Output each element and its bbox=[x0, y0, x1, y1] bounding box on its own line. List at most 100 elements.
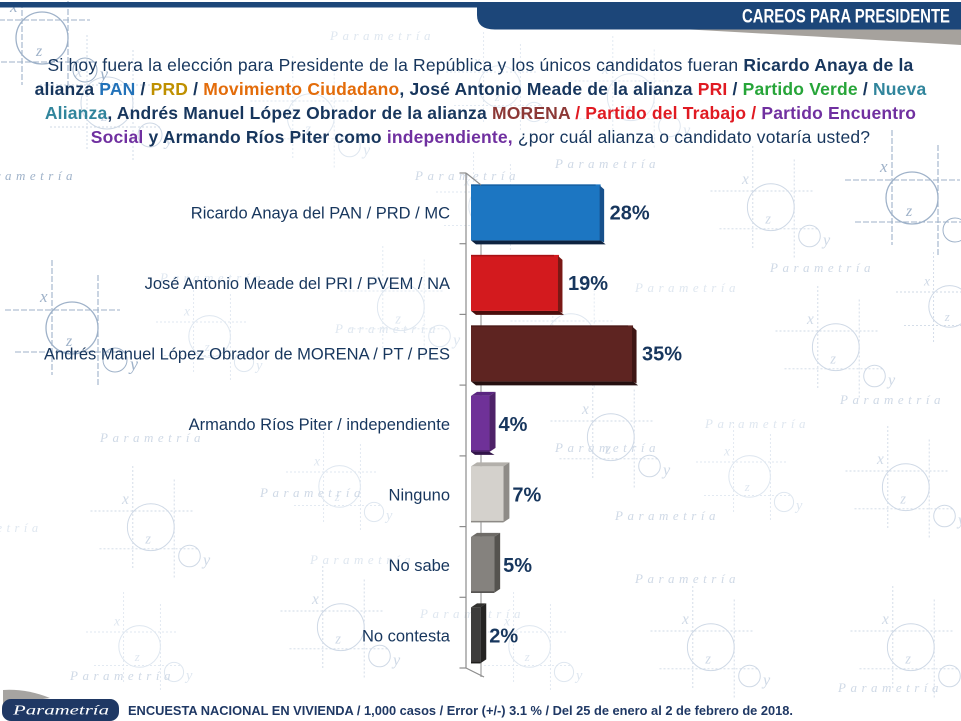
svg-text:Parametría: Parametría bbox=[334, 321, 440, 336]
svg-text:x: x bbox=[113, 614, 120, 629]
svg-text:z: z bbox=[334, 631, 341, 647]
svg-text:Parametría: Parametría bbox=[0, 168, 77, 183]
svg-text:y: y bbox=[681, 121, 691, 139]
svg-text:y: y bbox=[163, 129, 173, 149]
svg-text:y: y bbox=[201, 551, 211, 569]
svg-text:Parametría: Parametría bbox=[259, 485, 365, 500]
svg-text:z: z bbox=[764, 211, 771, 227]
svg-text:y: y bbox=[761, 671, 771, 689]
svg-text:Parametría: Parametría bbox=[634, 280, 740, 295]
svg-text:Parametría: Parametría bbox=[11, 703, 109, 718]
svg-text:x: x bbox=[923, 274, 930, 289]
svg-text:No contesta: No contesta bbox=[362, 627, 451, 645]
svg-text:x: x bbox=[681, 611, 689, 628]
svg-text:y: y bbox=[451, 331, 461, 349]
svg-text:y: y bbox=[574, 668, 583, 684]
svg-text:x: x bbox=[806, 311, 814, 328]
svg-text:z: z bbox=[899, 491, 906, 507]
svg-text:x: x bbox=[473, 54, 480, 69]
svg-text:Parametría: Parametría bbox=[769, 260, 875, 275]
svg-text:z: z bbox=[304, 121, 311, 137]
svg-text:Parametría: Parametría bbox=[839, 392, 945, 407]
svg-text:Armando Ríos Piter / independi: Armando Ríos Piter / independiente bbox=[189, 416, 450, 434]
svg-text:z: z bbox=[904, 651, 911, 667]
svg-text:x: x bbox=[39, 287, 48, 306]
svg-text:Parametría: Parametría bbox=[99, 430, 205, 445]
svg-text:y: y bbox=[361, 141, 371, 159]
svg-text:x: x bbox=[281, 81, 289, 98]
svg-text:Andrés Manuel López Obrador de: Andrés Manuel López Obrador de MORENA / … bbox=[44, 345, 450, 363]
svg-text:y: y bbox=[384, 508, 393, 524]
svg-text:Ninguno: Ninguno bbox=[389, 486, 450, 504]
svg-text:28%: 28% bbox=[610, 202, 650, 224]
svg-text:z: z bbox=[144, 531, 151, 547]
svg-text:2%: 2% bbox=[489, 625, 518, 647]
svg-text:x: x bbox=[183, 304, 190, 319]
svg-text:y: y bbox=[886, 371, 896, 389]
svg-text:z: z bbox=[604, 441, 611, 457]
svg-text:z: z bbox=[204, 340, 210, 354]
svg-text:z: z bbox=[905, 203, 913, 220]
svg-text:x: x bbox=[503, 614, 510, 629]
svg-text:y: y bbox=[184, 668, 193, 684]
svg-text:No sabe: No sabe bbox=[389, 557, 450, 575]
svg-text:y: y bbox=[794, 498, 803, 514]
svg-text:y: y bbox=[98, 64, 108, 84]
svg-text:Parametría: Parametría bbox=[159, 270, 265, 285]
svg-text:z: z bbox=[624, 101, 631, 117]
svg-text:z: z bbox=[524, 650, 530, 664]
svg-text:z: z bbox=[334, 490, 340, 504]
svg-text:y: y bbox=[821, 231, 831, 249]
svg-text:Parametría: Parametría bbox=[414, 168, 520, 183]
svg-text:y: y bbox=[128, 354, 138, 374]
svg-text:z: z bbox=[829, 351, 836, 367]
svg-text:35%: 35% bbox=[642, 343, 682, 365]
svg-text:y: y bbox=[254, 358, 263, 374]
svg-text:x: x bbox=[723, 444, 730, 459]
svg-text:x: x bbox=[879, 157, 888, 176]
svg-text:Parametría: Parametría bbox=[309, 552, 415, 567]
svg-text:Parametría: Parametría bbox=[554, 440, 660, 455]
svg-text:y: y bbox=[391, 651, 401, 669]
svg-text:x: x bbox=[881, 611, 889, 628]
svg-text:y: y bbox=[661, 461, 671, 479]
svg-text:Parametría: Parametría bbox=[419, 606, 525, 621]
svg-text:Parametría: Parametría bbox=[329, 28, 435, 43]
svg-text:19%: 19% bbox=[568, 273, 608, 295]
svg-text:Parametría: Parametría bbox=[634, 571, 740, 586]
svg-text:José Antonio Meade del PRI / P: José Antonio Meade del PRI / PVEM / NA bbox=[145, 275, 450, 293]
svg-text:x: x bbox=[313, 454, 320, 469]
svg-text:z: z bbox=[494, 90, 500, 104]
svg-text:Parametría: Parametría bbox=[0, 521, 43, 535]
svg-text:x: x bbox=[876, 451, 884, 468]
svg-text:x: x bbox=[371, 271, 379, 288]
svg-text:CAREOS PARA PRESIDENTE: CAREOS PARA PRESIDENTE bbox=[742, 7, 950, 28]
svg-text:ENCUESTA NACIONAL EN VIVIENDA: ENCUESTA NACIONAL EN VIVIENDA / 1,000 ca… bbox=[128, 704, 793, 718]
svg-text:Parametría: Parametría bbox=[614, 508, 720, 523]
svg-text:x: x bbox=[121, 491, 129, 508]
svg-text:5%: 5% bbox=[503, 555, 532, 577]
svg-text:Parametría: Parametría bbox=[837, 680, 943, 695]
svg-text:y: y bbox=[544, 108, 553, 124]
svg-text:z: z bbox=[65, 333, 73, 350]
svg-text:x: x bbox=[581, 401, 589, 418]
svg-text:z: z bbox=[134, 650, 140, 664]
svg-text:z: z bbox=[744, 480, 750, 494]
svg-text:z: z bbox=[704, 651, 711, 667]
svg-text:x: x bbox=[601, 61, 609, 78]
svg-text:4%: 4% bbox=[499, 414, 528, 436]
svg-text:Ricardo Anaya del PAN / PRD /: Ricardo Anaya del PAN / PRD / MC bbox=[191, 204, 450, 222]
svg-text:z: z bbox=[394, 311, 401, 327]
svg-text:x: x bbox=[74, 62, 83, 81]
svg-text:x: x bbox=[741, 171, 749, 188]
svg-text:Parametría: Parametría bbox=[554, 156, 660, 171]
svg-text:x: x bbox=[9, 0, 18, 16]
svg-text:y: y bbox=[956, 511, 961, 529]
svg-text:z: z bbox=[100, 108, 108, 125]
svg-text:x: x bbox=[311, 591, 319, 608]
svg-text:z: z bbox=[35, 43, 43, 60]
svg-text:z: z bbox=[944, 310, 950, 324]
svg-text:7%: 7% bbox=[512, 484, 541, 506]
svg-text:Parametría: Parametría bbox=[69, 668, 175, 683]
svg-text:Parametría: Parametría bbox=[704, 416, 810, 431]
